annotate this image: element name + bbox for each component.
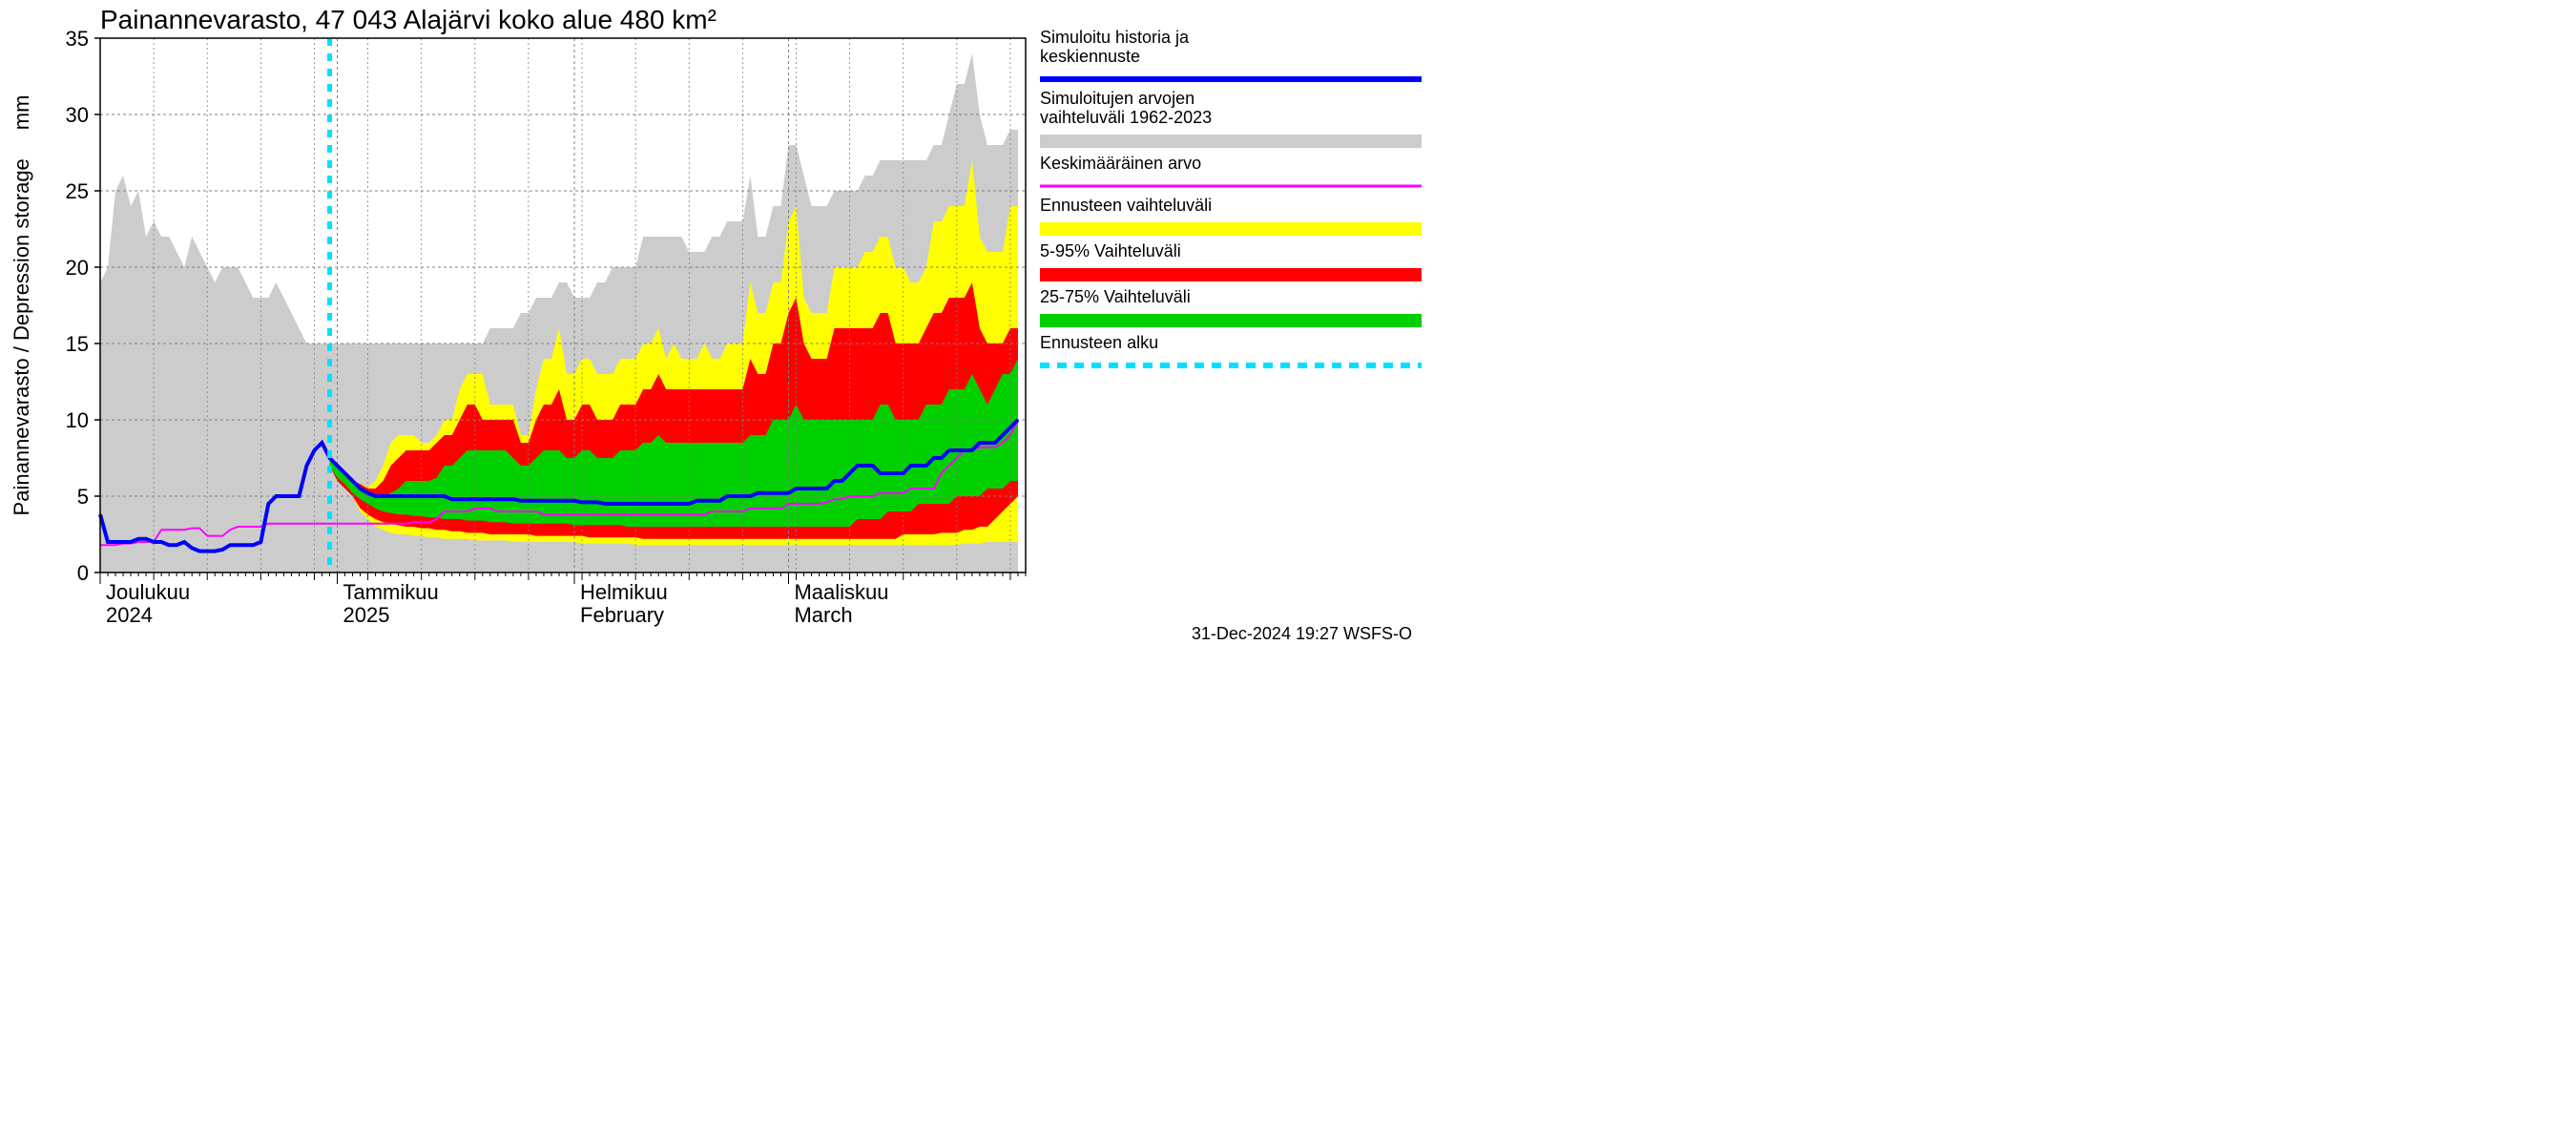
month-label-top: Maaliskuu	[794, 580, 888, 604]
ytick-label: 5	[77, 485, 89, 509]
legend-label: vaihteluväli 1962-2023	[1040, 108, 1212, 127]
legend-label: 5-95% Vaihteluväli	[1040, 241, 1181, 260]
month-label-bottom: 2025	[343, 603, 390, 627]
chart-svg: 05101520253035Joulukuu2024Tammikuu2025He…	[0, 0, 1431, 668]
month-label-top: Joulukuu	[106, 580, 190, 604]
legend-label: 25-75% Vaihteluväli	[1040, 287, 1191, 306]
footer-timestamp: 31-Dec-2024 19:27 WSFS-O	[1192, 624, 1412, 643]
chart-title: Painannevarasto, 47 043 Alajärvi koko al…	[100, 5, 717, 34]
month-label-top: Helmikuu	[580, 580, 668, 604]
legend-swatch	[1040, 222, 1422, 236]
month-label-bottom: March	[794, 603, 852, 627]
legend-label: Ennusteen alku	[1040, 333, 1158, 352]
ytick-label: 15	[66, 332, 89, 356]
ytick-label: 30	[66, 103, 89, 127]
month-label-bottom: 2024	[106, 603, 153, 627]
ytick-label: 20	[66, 256, 89, 280]
month-label-top: Tammikuu	[343, 580, 439, 604]
ytick-label: 35	[66, 27, 89, 51]
legend-label: Keskimääräinen arvo	[1040, 154, 1201, 173]
ytick-label: 10	[66, 408, 89, 432]
legend-label: Simuloitujen arvojen	[1040, 89, 1195, 108]
legend-swatch	[1040, 314, 1422, 327]
ytick-label: 0	[77, 561, 89, 585]
ytick-label: 25	[66, 179, 89, 203]
legend-swatch	[1040, 135, 1422, 148]
month-label-bottom: February	[580, 603, 664, 627]
legend-label: keskiennuste	[1040, 47, 1140, 66]
legend-label: Simuloitu historia ja	[1040, 28, 1190, 47]
legend-swatch	[1040, 268, 1422, 281]
legend-label: Ennusteen vaihteluväli	[1040, 196, 1212, 215]
chart-container: 05101520253035Joulukuu2024Tammikuu2025He…	[0, 0, 1431, 668]
